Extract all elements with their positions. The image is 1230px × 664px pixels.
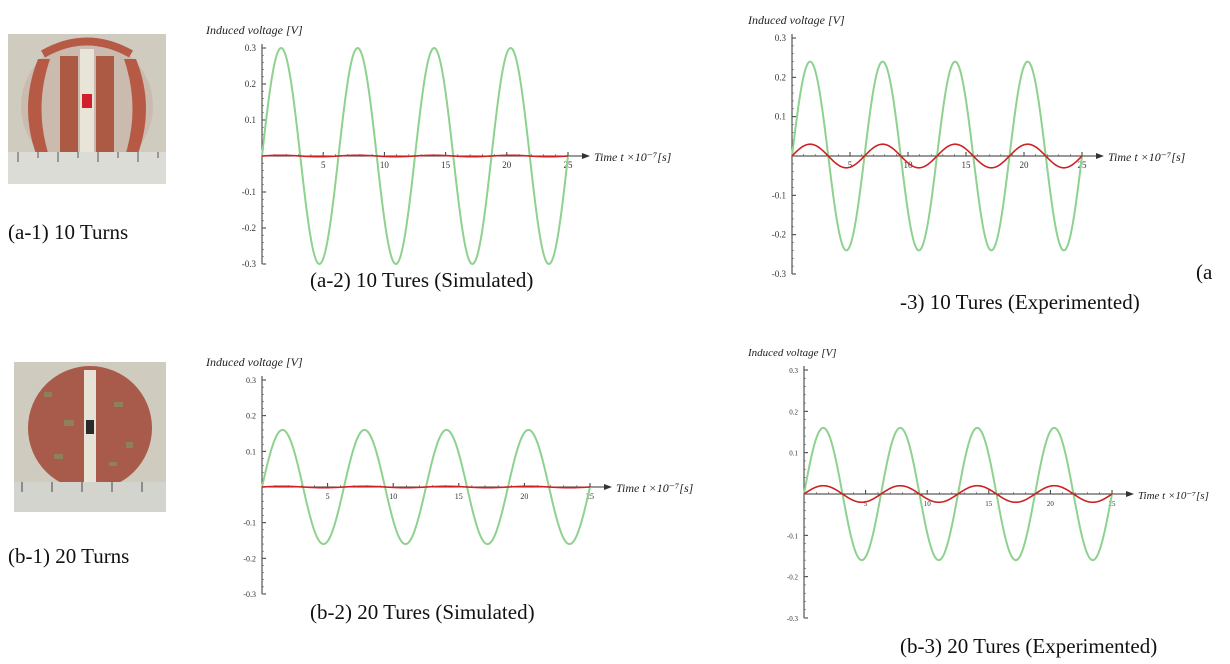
y-tick-label: 0.1 (789, 450, 798, 458)
x-tick-label: 15 (455, 492, 463, 501)
x-axis-arrow (1096, 153, 1104, 159)
y-axis-label: Induced voltage [V] (747, 13, 845, 27)
x-tick-label: 20 (1047, 500, 1055, 508)
x-axis-arrow (604, 484, 612, 490)
x-tick-label: 20 (1020, 160, 1030, 170)
antenna-photo-20-turns (14, 362, 166, 512)
x-tick-label: 5 (848, 160, 853, 170)
chart-a2-simulated: -0.3 -0.2 -0.1 0.1 0.2 0.3 5 10 15 20 25 Induced vo… (205, 23, 672, 269)
y-tick-label: -0.2 (772, 230, 786, 240)
y-axis-label: Induced voltage [V] (747, 347, 837, 359)
y-tick-label: -0.1 (243, 519, 256, 528)
y-tick-label: 0.3 (245, 43, 257, 53)
y-tick-label: 0.1 (246, 447, 256, 456)
series-line-red (791, 143, 1083, 169)
y-tick-label: -0.1 (772, 190, 786, 200)
series-line-red (261, 154, 569, 158)
y-tick-label: -0.3 (787, 615, 799, 623)
chart-caption-a2: (a-2) 10 Tures (Simulated) (310, 268, 534, 292)
x-tick-label: 15 (962, 160, 972, 170)
y-tick-label: 0.2 (775, 72, 786, 82)
chart-caption-a3-part1: (a (1196, 260, 1213, 284)
y-tick-label: -0.1 (787, 532, 799, 540)
x-tick-label: 15 (985, 500, 993, 508)
series-line-red (803, 484, 1113, 504)
x-axis-label: Time t ×10⁻⁷[s] (594, 150, 672, 164)
x-axis-arrow (1126, 491, 1134, 497)
chart-caption-a3-part2: -3) 10 Tures (Experimented) (900, 290, 1140, 314)
chart-a3-experimented: -0.3 -0.2 -0.1 0.1 0.2 0.3 5 10 15 20 25 Induced vo… (747, 13, 1186, 279)
x-tick-label: 10 (389, 492, 397, 501)
y-tick-label: -0.2 (242, 223, 256, 233)
chart-caption-b3: (b-3) 20 Tures (Experimented) (900, 634, 1158, 658)
x-axis-label: Time t ×10⁻⁷[s] (1108, 150, 1186, 164)
y-axis-label: Induced voltage [V] (205, 355, 303, 369)
y-tick-label: -0.2 (243, 554, 256, 563)
y-tick-label: 0.2 (246, 412, 256, 421)
chart-b3-experimented: -0.3 -0.2 -0.1 0.1 0.2 0.3 5 10 15 20 25 Induced vo… (747, 347, 1209, 623)
y-tick-label: -0.1 (242, 187, 256, 197)
chart-caption-b2: (b-2) 20 Tures (Simulated) (310, 600, 535, 624)
y-tick-label: -0.3 (242, 259, 257, 269)
x-tick-label: 20 (502, 160, 512, 170)
x-tick-label: 10 (380, 160, 390, 170)
x-tick-label: 25 (1078, 160, 1088, 170)
photo-caption-b1: (b-1) 20 Turns (8, 544, 130, 568)
x-tick-label: 25 (564, 160, 574, 170)
y-tick-label: 0.2 (789, 408, 798, 416)
x-axis-label: Time t ×10⁻⁷[s] (616, 481, 694, 495)
antenna-photo-10-turns (8, 34, 166, 184)
y-tick-label: 0.1 (775, 112, 786, 122)
y-tick-label: 0.1 (245, 115, 256, 125)
series-line-red (261, 485, 591, 489)
y-tick-label: -0.3 (772, 269, 787, 279)
y-tick-label: 0.3 (775, 33, 787, 43)
x-tick-label: 5 (321, 160, 326, 170)
y-tick-label: 0.3 (789, 367, 798, 375)
x-tick-label: 5 (864, 500, 868, 508)
y-tick-label: -0.2 (787, 574, 799, 582)
y-tick-label: -0.3 (243, 590, 256, 599)
y-tick-label: 0.3 (246, 376, 256, 385)
x-tick-label: 10 (924, 500, 932, 508)
x-tick-label: 20 (520, 492, 528, 501)
x-axis-arrow (582, 153, 590, 159)
photo-caption-a1: (a-1) 10 Turns (8, 220, 129, 244)
chart-b2-simulated: -0.3 -0.2 -0.1 0.1 0.2 0.3 5 10 15 20 25 Induced vo… (205, 355, 694, 599)
y-tick-label: 0.2 (245, 79, 256, 89)
y-axis-label: Induced voltage [V] (205, 23, 303, 37)
x-axis-label: Time t ×10⁻⁷[s] (1138, 490, 1209, 502)
x-tick-label: 5 (326, 492, 330, 501)
x-tick-label: 10 (904, 160, 914, 170)
x-tick-label: 15 (441, 160, 451, 170)
x-tick-label: 25 (586, 492, 594, 501)
x-tick-label: 25 (1109, 500, 1117, 508)
